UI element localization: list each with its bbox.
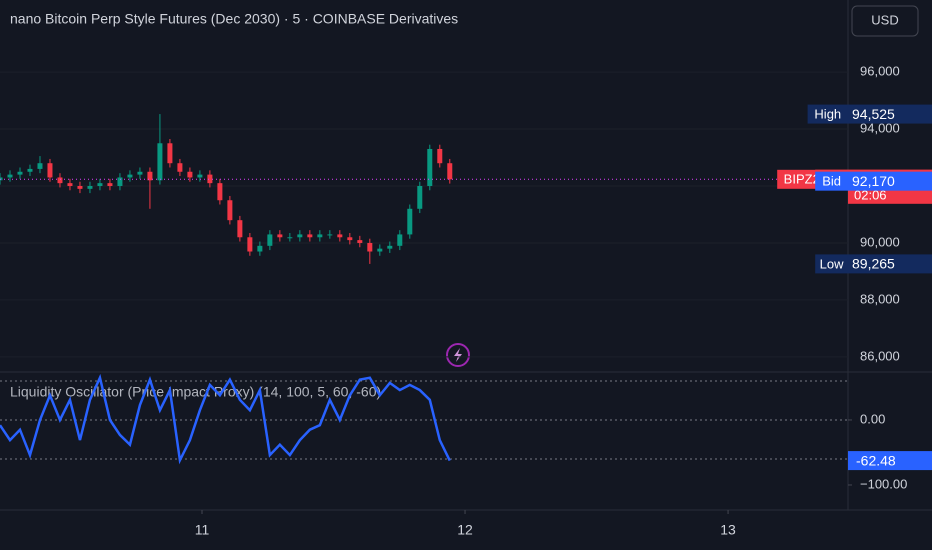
candle-body [397, 234, 403, 246]
price-label-name-box [815, 171, 848, 191]
candle-body [387, 245, 393, 249]
price-label-value: 89,265 [852, 256, 895, 272]
candle-body [177, 163, 183, 172]
candle-body [47, 163, 53, 178]
candle-body [207, 174, 213, 184]
candle-body [197, 174, 203, 178]
candle-body [407, 208, 413, 235]
price-label-name: Low [820, 256, 844, 271]
price-label-name-box [815, 254, 848, 274]
price-label-name: High [814, 107, 841, 122]
candle-body [17, 171, 23, 175]
candle-body [347, 237, 353, 241]
price-label-box [848, 171, 932, 191]
candle-body [307, 234, 313, 238]
y-tick-label: 88,000 [860, 291, 900, 306]
price-label-box [848, 104, 932, 124]
candle-body [427, 148, 433, 186]
candle-body [0, 177, 3, 181]
candle-body [377, 248, 383, 252]
candle-body [327, 234, 333, 236]
candle-body [127, 174, 133, 178]
candle-body [57, 177, 63, 184]
candle-body [217, 183, 223, 201]
candle-body [267, 234, 273, 246]
candle-body [187, 171, 193, 178]
candle-body [167, 143, 173, 164]
candle-body [447, 163, 453, 180]
y-tick-label: 90,000 [860, 234, 900, 249]
candle-body [137, 171, 143, 175]
x-tick-label: 13 [720, 522, 736, 538]
candle-body [357, 240, 363, 243]
candle-body [417, 186, 423, 209]
x-tick-label: 12 [457, 522, 473, 538]
price-label-box [848, 254, 932, 274]
candle-body [147, 171, 153, 181]
candle-body [247, 237, 253, 252]
price-label-name: Bid [822, 174, 841, 189]
candle-body [117, 177, 123, 186]
candle-body [37, 163, 43, 169]
candle-body [107, 183, 113, 186]
candle-body [7, 174, 13, 178]
x-tick-label: 11 [195, 522, 210, 538]
candle-body [27, 168, 33, 172]
y-tick-label: −100.00 [860, 476, 907, 491]
candle-body [337, 234, 343, 238]
chart-title: nano Bitcoin Perp Style Futures (Dec 203… [10, 11, 458, 27]
alert-icon[interactable] [446, 343, 470, 367]
price-label-value: 94,525 [852, 106, 895, 122]
oscillator-line [0, 373, 451, 465]
candle-body [367, 242, 373, 252]
price-label-name-box [807, 104, 848, 124]
last-value-label: -62.48 [856, 452, 896, 468]
y-tick-label: 96,000 [860, 64, 900, 79]
candle-body [317, 234, 323, 238]
candle-body [77, 186, 83, 189]
indicator-title: Liquidity Oscillator (Price Impact Proxy… [10, 384, 381, 400]
price-label-value: 92,170 [852, 173, 895, 189]
candle-body [67, 183, 73, 186]
currency-button[interactable] [851, 5, 919, 37]
candle-body [297, 234, 303, 238]
candle-body [277, 234, 283, 238]
candle-body [157, 143, 163, 181]
candle-body [97, 183, 103, 186]
candle-body [257, 245, 263, 252]
candle-body [287, 237, 293, 239]
candle-body [87, 186, 93, 189]
last-value-box [848, 451, 932, 471]
candle-body [237, 220, 243, 238]
lightning [454, 348, 462, 362]
y-tick-label: 0.00 [860, 411, 885, 426]
price-countdown: 02:06 [854, 188, 887, 203]
currency-label[interactable]: USD [871, 12, 898, 27]
candle-body [227, 200, 233, 221]
y-tick-label: 94,000 [860, 120, 900, 135]
candle-body [437, 148, 443, 164]
y-tick-label: 86,000 [860, 348, 900, 363]
